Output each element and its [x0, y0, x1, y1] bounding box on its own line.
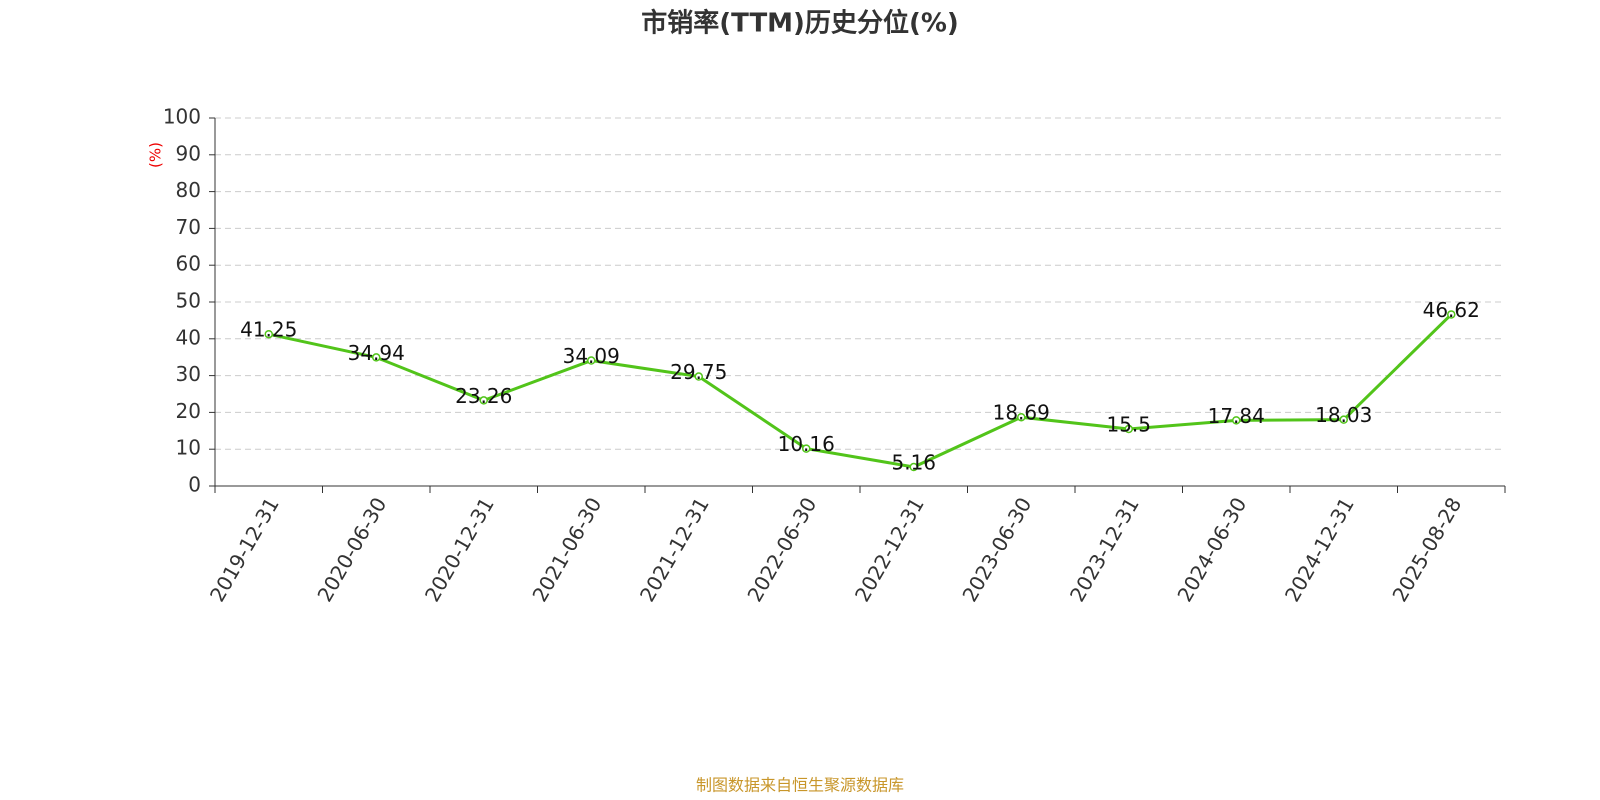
data-label: 41.25 [240, 318, 297, 342]
point [909, 462, 918, 472]
x-tick-label: 2022-06-30 [742, 493, 821, 606]
x-tick-label: 2025-08-28 [1387, 493, 1466, 606]
x-tick-label: 2024-12-31 [1280, 493, 1359, 606]
data-label: 34.94 [348, 341, 405, 365]
point [587, 356, 596, 365]
point [1447, 310, 1456, 319]
y-axis-label: (%) [147, 142, 165, 168]
x-tick-label: 2021-12-31 [635, 493, 714, 606]
y-tick-label: 80 [176, 178, 201, 202]
point [1339, 415, 1348, 424]
y-tick-label: 20 [176, 399, 201, 423]
y-tick-label: 90 [176, 141, 201, 165]
data-label: 5.16 [891, 451, 936, 475]
point [264, 329, 273, 339]
x-tick-label: 2024-06-30 [1172, 493, 1251, 606]
data-label: 18.69 [993, 401, 1050, 425]
x-tick-label: 2020-06-30 [312, 493, 391, 606]
y-tick-label: 70 [176, 215, 201, 239]
point [479, 396, 488, 405]
point [372, 353, 381, 362]
y-tick-label: 50 [176, 289, 201, 313]
data-label: 29.75 [670, 360, 727, 384]
x-tick-label: 2021-06-30 [527, 493, 606, 606]
y-tick-label: 0 [188, 473, 201, 497]
point [694, 372, 703, 381]
data-label: 23.26 [455, 384, 512, 408]
data-label: 15.5 [1106, 412, 1151, 436]
y-tick-label: 40 [176, 325, 201, 349]
y-tick-label: 100 [163, 105, 201, 129]
point [1017, 412, 1026, 422]
data-label: 17.84 [1208, 404, 1265, 428]
data-label: 34.09 [563, 344, 620, 368]
y-tick-label: 10 [176, 436, 201, 460]
x-tick-label: 2023-06-30 [957, 493, 1036, 606]
y-tick-label: 60 [176, 252, 201, 276]
line [268, 313, 1453, 469]
chart-title: 市销率(TTM)历史分位(%) [641, 8, 959, 39]
point [802, 444, 811, 453]
data-label: 46.62 [1423, 298, 1480, 322]
footer: 制图数据来自恒生聚源数据库 [696, 776, 904, 795]
data-label: 10.16 [778, 432, 835, 456]
y-tick-label: 30 [176, 362, 201, 386]
point [1232, 416, 1241, 425]
x-tick-label: 2019-12-31 [205, 493, 284, 606]
point [1124, 424, 1133, 434]
data-label: 18.03 [1315, 403, 1372, 427]
x-tick-label: 2020-12-31 [420, 493, 499, 606]
x-tick-label: 2022-12-31 [850, 493, 929, 606]
x-tick-label: 2023-12-31 [1065, 493, 1144, 606]
